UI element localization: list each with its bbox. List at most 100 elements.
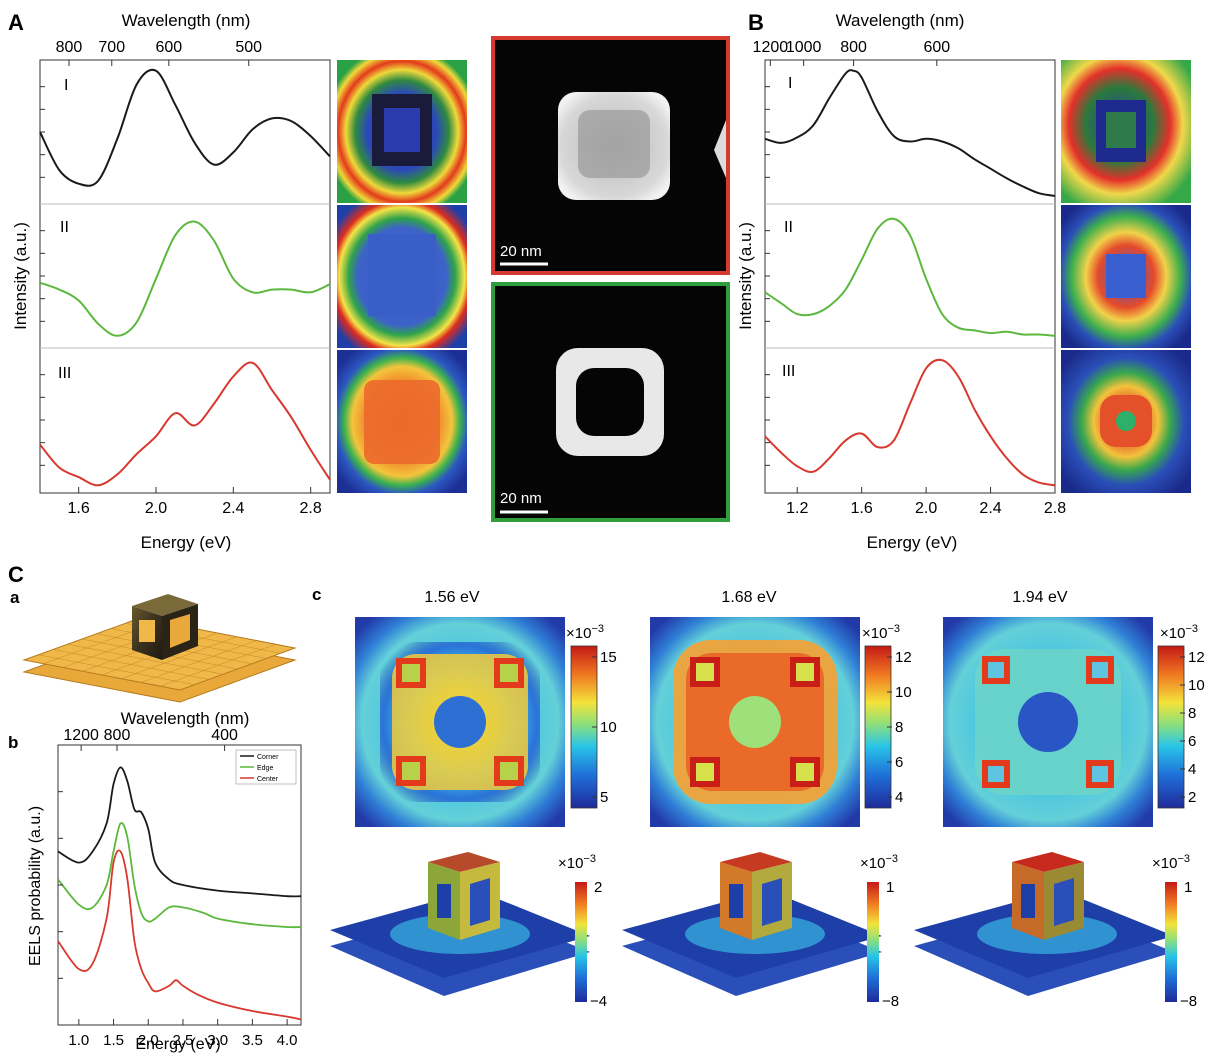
legend-label-corner: Corner (257, 754, 279, 761)
x-tick-label: 2.8 (1044, 500, 1066, 517)
colorbar (1157, 645, 1185, 809)
panel-a-plot: Wavelength (nm) 800 700 600 500 1.6 2.0 2.4 2.… (11, 11, 331, 552)
colorbar-tick-label: 8 (1188, 705, 1196, 722)
series-line-III (764, 358, 1056, 487)
legend-label-center: Center (257, 776, 279, 783)
x-tick-label: 1.5 (103, 1032, 124, 1049)
x-tick-label: 2.0 (915, 500, 937, 517)
eels-map-a-I-core (384, 108, 420, 152)
panel-cb-x-ticks: 1.0 1.5 2.0 2.5 3.0 3.5 4.0 (68, 1019, 298, 1049)
sim-cube-top (720, 852, 792, 872)
panel-a-x-axis-label: Energy (eV) (141, 533, 232, 552)
cube-top (132, 594, 198, 616)
x-tick-label: 1.2 (786, 500, 808, 517)
map-energy-label: 1.94 eV (1012, 589, 1067, 606)
x-tick-label: 1.0 (68, 1032, 89, 1049)
sim-cube-opening (729, 884, 743, 918)
sim-cube-opening (437, 884, 451, 918)
top-tick-label: 600 (155, 39, 182, 56)
top-tick-label: 800 (104, 727, 131, 744)
panel-b-maps (1061, 60, 1191, 493)
colorbar-multiplier: ×10−3 (566, 623, 604, 642)
panel-a-x-ticks: 1.6 2.0 2.4 2.8 (68, 487, 322, 517)
colorbar-multiplier: ×10−3 (1160, 623, 1198, 642)
colorbar-tick-label: 15 (600, 649, 617, 666)
colorbar-tick-label: 5 (600, 789, 608, 806)
x-tick-label: 3.5 (242, 1032, 263, 1049)
top-tick-label: 700 (98, 39, 125, 56)
sim-cube-opening (1021, 884, 1035, 918)
x-tick-label: 2.4 (222, 500, 244, 517)
panel-cb-plot: Wavelength (nm) 1200 800 400 1.0 1.5 2.0 2.5 3… (27, 709, 302, 1053)
eels-map-a-III-core (364, 380, 440, 464)
eels-sim-map-1-center (434, 696, 486, 748)
hotspot-inner (1092, 662, 1108, 678)
x-tick-label: 2.0 (138, 1032, 159, 1049)
eels-map-b-III-center (1116, 411, 1136, 431)
sim-cube-opening (470, 878, 490, 926)
panel-a-top-axis-label: Wavelength (nm) (122, 11, 251, 30)
sem-images: 20 nm 20 nm (491, 36, 730, 522)
scale-bar-label: 20 nm (500, 490, 542, 507)
colorbar-tick-label: 10 (895, 684, 912, 701)
sim-3d-2 (622, 852, 882, 996)
scale-bar-label: 20 nm (500, 243, 542, 260)
x-tick-label: 2.0 (145, 500, 167, 517)
sim-colorbar-multiplier: ×10−3 (860, 853, 898, 872)
hotspot-inner (988, 766, 1004, 782)
x-tick-label: 2.5 (173, 1032, 194, 1049)
panel-a-row-label: I (64, 77, 68, 94)
hotspot-inner (500, 664, 518, 682)
legend-label-edge: Edge (257, 765, 273, 772)
colorbar-ticks: 12 10 8 6 4 2 (1180, 649, 1205, 806)
top-tick-label: 800 (56, 39, 83, 56)
eels-map-b-II-core (1106, 254, 1146, 298)
panel-b-series (764, 69, 1056, 487)
panel-label-a: a (10, 588, 20, 607)
hotspot-inner (696, 663, 714, 681)
mesh-line (121, 636, 237, 679)
mesh-line (140, 640, 257, 683)
panel-label-A: A (8, 10, 24, 35)
x-tick-label: 1.6 (68, 500, 90, 517)
panel-a-top-ticks: 800 700 600 500 (56, 39, 262, 66)
sim-colorbar (867, 882, 879, 1002)
top-tick-label: 500 (235, 39, 262, 56)
eels-map-a-II-core (368, 234, 436, 316)
colorbar-tick-label: 12 (895, 649, 912, 666)
x-tick-label: 4.0 (277, 1032, 298, 1049)
eels-sim-map-2-center (729, 696, 781, 748)
colorbar-tick-label: 10 (1188, 677, 1205, 694)
top-tick-label: 400 (211, 727, 238, 744)
colorbar-tick-label: 2 (1188, 789, 1196, 806)
panel-label-b: b (8, 733, 18, 752)
colorbar-tick-label: 12 (1188, 649, 1205, 666)
panel-b-x-axis-label: Energy (eV) (867, 533, 958, 552)
x-tick-label: 2.8 (300, 500, 322, 517)
cube-opening (139, 620, 155, 642)
series-line-III (39, 361, 331, 487)
panel-b-row-label: II (784, 219, 793, 236)
colorbar-multiplier: ×10−3 (862, 623, 900, 642)
series-line-II (764, 217, 1056, 337)
series-line-edge (57, 822, 302, 929)
mesh-line (160, 644, 276, 687)
panel-label-c: c (312, 585, 321, 604)
cube-opening (170, 614, 190, 648)
x-tick-label: 2.4 (979, 500, 1001, 517)
hotspot-inner (796, 763, 814, 781)
hotspot-inner (796, 663, 814, 681)
panel-cb-legend: Corner Edge Center (235, 749, 297, 785)
panel-cb-y-axis-label: EELS probability (a.u.) (27, 806, 44, 966)
eels-map-b-I-core (1106, 112, 1136, 148)
sim-colorbar-min: −8 (882, 993, 899, 1010)
sim-cube-opening (1054, 878, 1074, 926)
series-line-II (39, 220, 331, 337)
top-tick-label: 600 (923, 39, 950, 56)
panel-label-C: C (8, 562, 24, 587)
panel-b-row-label: I (788, 75, 792, 92)
